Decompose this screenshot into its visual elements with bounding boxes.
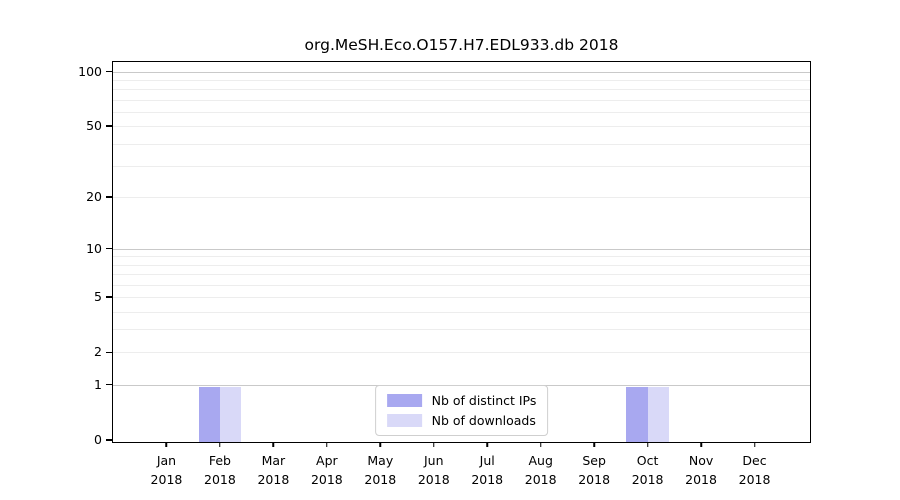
y-tick-mark-0: [106, 439, 113, 441]
x-tick-label-sep: Sep 2018: [578, 451, 610, 489]
x-tick-label-oct: Oct 2018: [632, 451, 664, 489]
gridline-major-10: [113, 248, 810, 250]
year-label: 2018: [310, 472, 343, 487]
year-label: 2018: [204, 472, 236, 487]
month-label: Nov: [688, 453, 714, 468]
gridline-minor-2: [113, 352, 810, 354]
legend-label: Nb of distinct IPs: [431, 393, 537, 408]
month-label: Jun: [424, 453, 444, 468]
gridline-minor-50: [113, 126, 810, 128]
month-label: Apr: [316, 453, 338, 468]
x-tick-mark-apr: [326, 442, 328, 447]
gridline-minor-40: [113, 143, 810, 145]
gridline-minor-20: [113, 197, 810, 198]
legend-label: Nb of downloads: [431, 413, 536, 428]
y-tick-mark-2: [106, 351, 113, 354]
month-label: May: [367, 453, 394, 468]
x-tick-label-apr: Apr 2018: [311, 451, 343, 489]
x-tick-label-jun: Jun 2018: [418, 451, 450, 489]
gridline-minor-70: [113, 99, 810, 101]
gridline-minor-80: [113, 89, 810, 91]
x-tick-label-jul: Jul 2018: [471, 451, 503, 489]
gridline-major-100: [113, 71, 810, 73]
year-label: 2018: [524, 472, 557, 487]
legend-item-downloads: Nb of downloads: [386, 413, 537, 428]
bar-oct-downloads: [647, 386, 669, 442]
gridline-minor-8: [113, 264, 810, 266]
x-tick-mark-feb: [219, 442, 221, 447]
x-tick-label-feb: Feb 2018: [204, 451, 236, 489]
x-tick-label-mar: Mar 2018: [257, 451, 289, 489]
year-label: 2018: [578, 472, 611, 487]
y-tick-label-2: 2: [94, 344, 102, 360]
year-label: 2018: [257, 472, 290, 487]
x-tick-label-may: May 2018: [364, 451, 396, 489]
gridline-minor-3: [113, 329, 810, 331]
y-tick-label-10: 10: [86, 240, 102, 256]
y-tick-label-0: 0: [94, 431, 102, 447]
gridline-minor-30: [113, 165, 810, 167]
x-tick-mark-dec: [753, 442, 756, 447]
gridline-minor-9: [113, 256, 810, 258]
x-tick-mark-aug: [539, 442, 542, 447]
x-tick-mark-jul: [486, 442, 488, 447]
y-tick-mark-1: [106, 383, 113, 386]
gridline-minor-5: [113, 296, 810, 298]
x-tick-mark-sep: [593, 442, 595, 447]
x-tick-mark-nov: [700, 442, 702, 447]
y-tick-mark-20: [106, 196, 113, 198]
bar-feb-distinct-ips: [198, 386, 220, 442]
x-tick-mark-oct: [646, 442, 649, 447]
y-tick-label-5: 5: [94, 288, 102, 304]
y-tick-mark-5: [106, 296, 113, 298]
y-tick-label-20: 20: [86, 188, 102, 204]
x-tick-label-jan: Jan 2018: [151, 451, 183, 489]
legend-swatch-distinct-ips: [386, 394, 422, 407]
month-label: Jul: [479, 453, 495, 468]
gridline-minor-60: [113, 111, 810, 113]
gridline-minor-90: [113, 79, 810, 81]
plot-area: 0 1 2 5 10 20 50 100 Jan 2018 Feb 2018 Mar 2018 Apr 201…: [78, 61, 811, 487]
bar-feb-downloads: [219, 386, 242, 442]
year-label: 2018: [738, 472, 771, 487]
chart-title: org.MeSH.Eco.O157.H7.EDL933.db 2018: [304, 36, 619, 54]
x-tick-mark-may: [379, 442, 382, 447]
x-tick-mark-mar: [272, 442, 275, 447]
y-tick-label-50: 50: [86, 117, 102, 133]
month-label: Oct: [636, 453, 659, 468]
y-tick-mark-50: [106, 125, 113, 127]
month-label: Dec: [742, 453, 767, 468]
month-label: Jan: [156, 453, 177, 468]
x-tick-mark-jan: [165, 442, 168, 447]
gridline-minor-7: [113, 274, 810, 276]
year-label: 2018: [471, 472, 504, 487]
year-label: 2018: [685, 472, 717, 487]
x-tick-label-nov: Nov 2018: [685, 451, 717, 489]
y-tick-mark-100: [106, 70, 113, 73]
y-tick-mark-10: [106, 247, 113, 250]
legend: Nb of distinct IPs Nb of downloads: [374, 385, 549, 436]
x-tick-mark-jun: [433, 442, 435, 447]
gridline-minor-4: [113, 311, 810, 313]
year-label: 2018: [364, 472, 397, 487]
x-tick-label-dec: Dec 2018: [739, 451, 771, 489]
bar-oct-distinct-ips: [626, 386, 648, 442]
gridline-minor-6: [113, 284, 810, 286]
month-label: Feb: [208, 453, 231, 468]
x-tick-label-aug: Aug 2018: [525, 451, 557, 489]
year-label: 2018: [150, 472, 183, 487]
month-label: Aug: [528, 453, 553, 468]
year-label: 2018: [417, 472, 450, 487]
year-label: 2018: [631, 472, 664, 487]
legend-item-distinct-ips: Nb of distinct IPs: [386, 393, 537, 408]
legend-swatch-downloads: [386, 414, 422, 427]
month-label: Mar: [261, 453, 286, 468]
y-tick-label-100: 100: [78, 63, 102, 79]
y-tick-label-1: 1: [94, 376, 102, 392]
month-label: Sep: [582, 453, 606, 468]
